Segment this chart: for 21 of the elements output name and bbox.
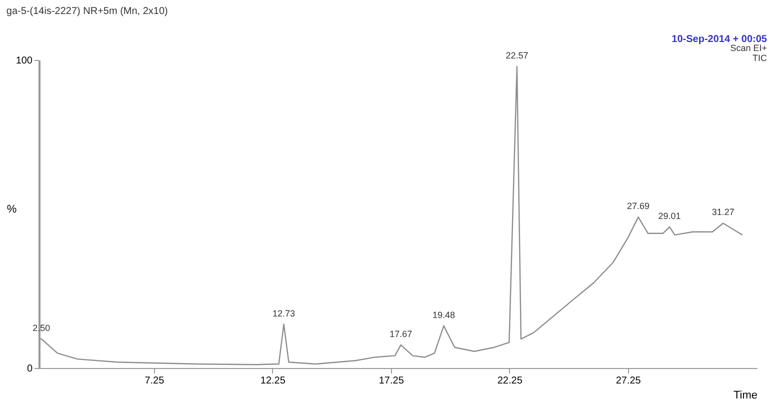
- x-tick-label: 7.25: [144, 376, 165, 386]
- text: 10-Sep-2014 + 00:05: [672, 34, 768, 45]
- x-tick-label: 22.25: [497, 376, 523, 386]
- annotation: 27.69: [627, 201, 650, 212]
- annotation: 17.67: [390, 328, 412, 339]
- annotation: 22.57: [506, 50, 528, 60]
- y-axis-title: %: [6, 204, 17, 216]
- annotation: 29.01: [658, 210, 681, 221]
- text: Scan EI+: [730, 43, 767, 53]
- chart-title: ga-5-(14is-2227) NR+5m (Mn, 2x10): [6, 6, 168, 17]
- annotation: 2.50: [32, 323, 50, 334]
- x-tick-label: 27.25: [616, 376, 642, 386]
- x-tick-label: 17.25: [378, 376, 404, 386]
- annotation: 12.73: [272, 308, 296, 318]
- annotation: TIC: [752, 53, 768, 63]
- annotation: 19.48: [432, 310, 455, 320]
- x-tick-label: 12.25: [260, 376, 286, 386]
- x-axis-title: Time: [733, 390, 758, 402]
- annotation: 31.27: [712, 207, 734, 218]
- y-tick-label: 100: [16, 56, 33, 66]
- y-tick-label: 0: [26, 364, 33, 374]
